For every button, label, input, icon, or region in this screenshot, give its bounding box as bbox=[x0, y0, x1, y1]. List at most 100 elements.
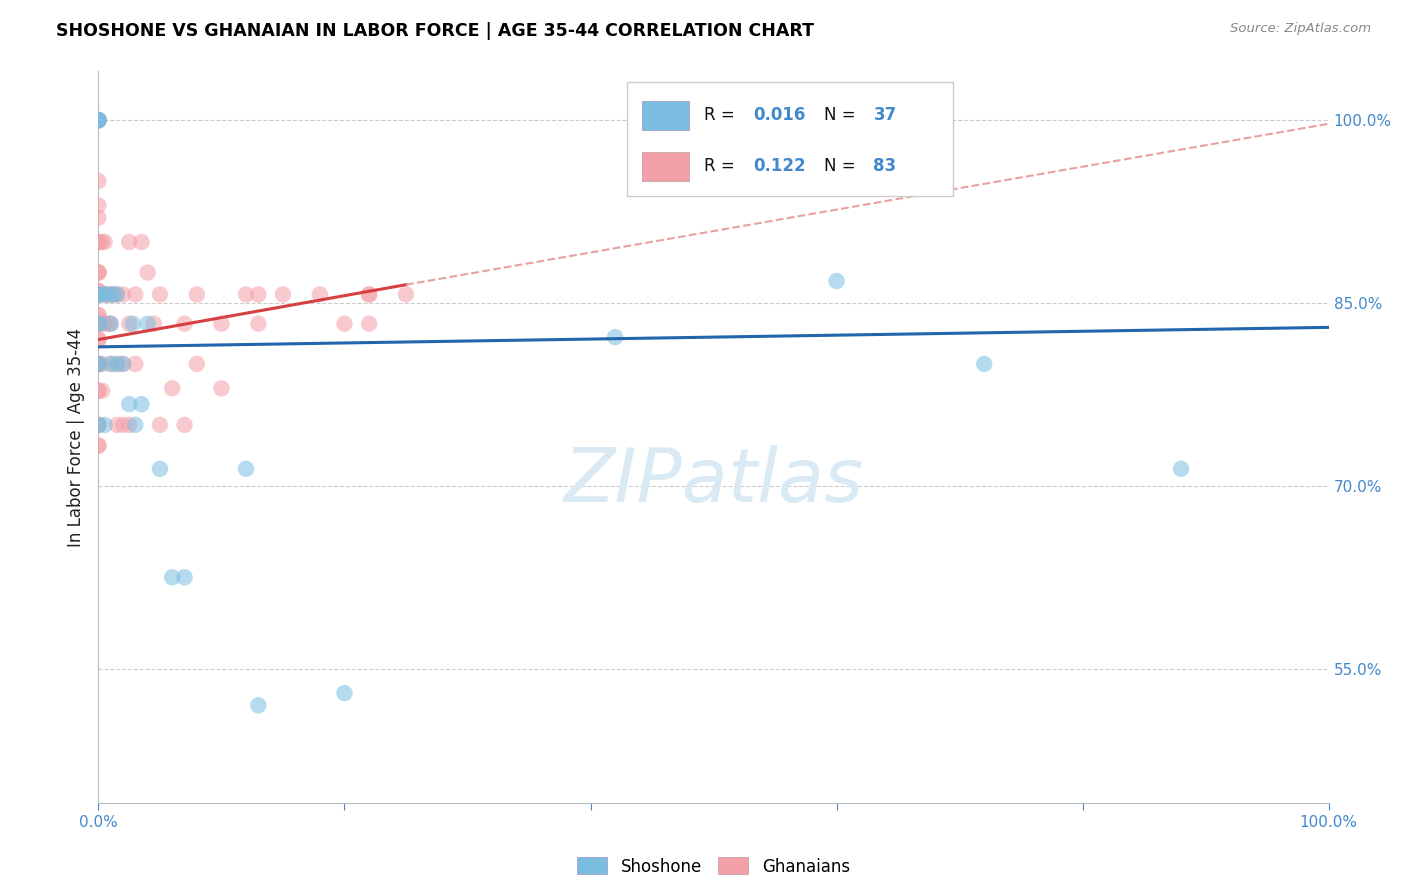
Point bbox=[87, 113, 110, 128]
Point bbox=[87, 317, 110, 331]
Point bbox=[87, 357, 110, 371]
Point bbox=[359, 287, 381, 301]
Y-axis label: In Labor Force | Age 35-44: In Labor Force | Age 35-44 bbox=[66, 327, 84, 547]
Point bbox=[87, 113, 110, 128]
Bar bbox=[643, 152, 689, 181]
Text: Source: ZipAtlas.com: Source: ZipAtlas.com bbox=[1230, 22, 1371, 36]
Point bbox=[87, 113, 110, 128]
Point bbox=[149, 417, 172, 432]
Point bbox=[87, 113, 110, 128]
Point bbox=[247, 698, 270, 713]
Point bbox=[87, 357, 110, 371]
Point bbox=[105, 357, 128, 371]
Point bbox=[87, 174, 110, 188]
Point bbox=[105, 287, 128, 301]
Point bbox=[87, 113, 110, 128]
Point bbox=[100, 357, 122, 371]
Point bbox=[173, 317, 195, 331]
Point bbox=[235, 287, 257, 301]
Point bbox=[97, 317, 120, 331]
Point bbox=[333, 317, 356, 331]
Point bbox=[87, 211, 110, 225]
Point bbox=[91, 235, 114, 249]
Point bbox=[87, 287, 110, 301]
Point bbox=[93, 235, 115, 249]
Point bbox=[93, 417, 115, 432]
Point bbox=[87, 317, 110, 331]
Point bbox=[91, 317, 114, 331]
Point bbox=[87, 357, 110, 371]
Point bbox=[271, 287, 294, 301]
Point bbox=[309, 287, 332, 301]
Point bbox=[87, 287, 110, 301]
Point bbox=[118, 397, 141, 411]
Point bbox=[91, 384, 114, 398]
Point bbox=[142, 317, 165, 331]
Point bbox=[87, 266, 110, 280]
Point bbox=[87, 357, 110, 371]
Point bbox=[87, 384, 110, 398]
Text: 83: 83 bbox=[873, 158, 897, 176]
Point bbox=[118, 235, 141, 249]
Point bbox=[87, 417, 110, 432]
Point bbox=[112, 357, 135, 371]
Point bbox=[97, 287, 120, 301]
Point bbox=[124, 357, 146, 371]
Point bbox=[87, 235, 110, 249]
Text: R =: R = bbox=[704, 106, 740, 124]
Point bbox=[395, 287, 418, 301]
Point bbox=[87, 235, 110, 249]
Point bbox=[87, 266, 110, 280]
Text: N =: N = bbox=[824, 158, 860, 176]
Point bbox=[87, 317, 110, 331]
Point bbox=[87, 287, 110, 301]
Point bbox=[103, 287, 125, 301]
Point bbox=[93, 287, 115, 301]
Bar bbox=[643, 101, 689, 130]
Point bbox=[173, 570, 195, 584]
Point bbox=[87, 384, 110, 398]
Text: SHOSHONE VS GHANAIAN IN LABOR FORCE | AGE 35-44 CORRELATION CHART: SHOSHONE VS GHANAIAN IN LABOR FORCE | AG… bbox=[56, 22, 814, 40]
Point bbox=[87, 357, 110, 371]
Point bbox=[97, 287, 120, 301]
Point bbox=[149, 287, 172, 301]
Point bbox=[87, 113, 110, 128]
Legend: Shoshone, Ghanaians: Shoshone, Ghanaians bbox=[571, 851, 856, 882]
Point bbox=[247, 287, 270, 301]
Point bbox=[87, 287, 110, 301]
Point bbox=[605, 330, 627, 344]
Point bbox=[136, 317, 159, 331]
Point bbox=[91, 357, 114, 371]
Point bbox=[131, 397, 153, 411]
Point bbox=[186, 287, 208, 301]
Point bbox=[87, 417, 110, 432]
Point bbox=[87, 439, 110, 453]
Point bbox=[162, 381, 183, 395]
Point bbox=[87, 317, 110, 331]
Point bbox=[87, 357, 110, 371]
Text: R =: R = bbox=[704, 158, 740, 176]
Point bbox=[103, 287, 125, 301]
Point bbox=[87, 284, 110, 298]
Point bbox=[91, 287, 114, 301]
Point bbox=[211, 381, 233, 395]
Point bbox=[825, 274, 848, 288]
Point bbox=[100, 317, 122, 331]
Point bbox=[93, 317, 115, 331]
Point bbox=[149, 462, 172, 476]
Point bbox=[973, 357, 995, 371]
Point bbox=[87, 317, 110, 331]
Point bbox=[173, 417, 195, 432]
Point bbox=[87, 308, 110, 322]
Point bbox=[105, 417, 128, 432]
Point bbox=[211, 317, 233, 331]
Text: 0.016: 0.016 bbox=[754, 106, 806, 124]
Point bbox=[112, 287, 135, 301]
Point bbox=[124, 417, 146, 432]
Point bbox=[100, 317, 122, 331]
Point bbox=[112, 417, 135, 432]
Point bbox=[100, 287, 122, 301]
Point bbox=[87, 113, 110, 128]
Point bbox=[105, 287, 128, 301]
Point bbox=[93, 287, 115, 301]
